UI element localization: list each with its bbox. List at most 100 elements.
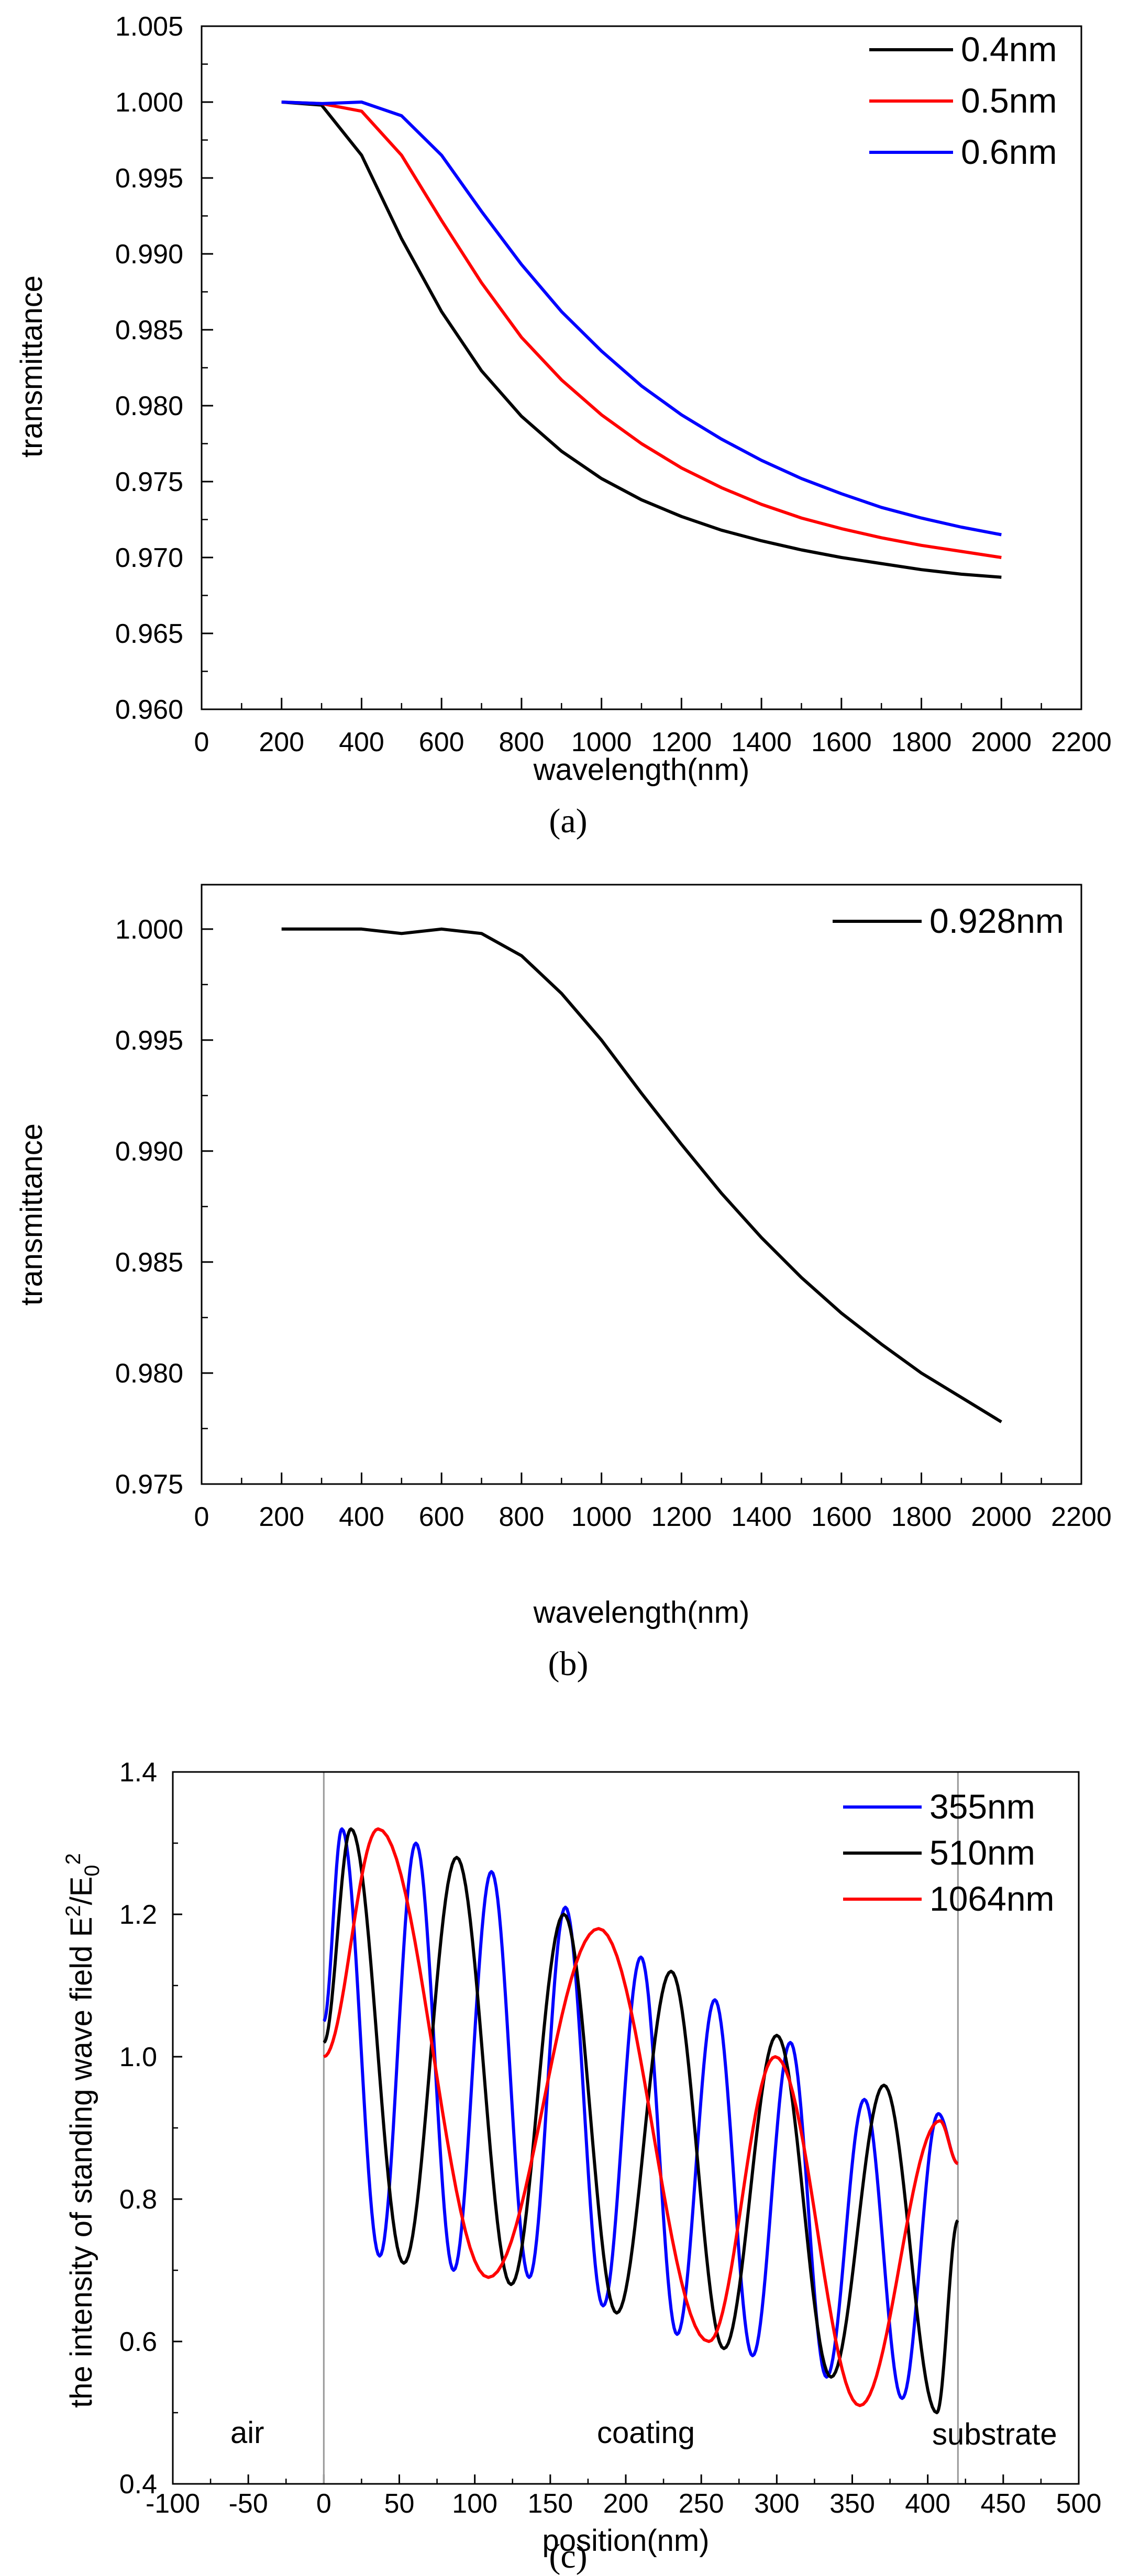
series-line-510nm <box>323 1827 959 2414</box>
x-axis-label-c: position(nm) <box>542 2524 709 2558</box>
x-tick-label: 400 <box>339 1502 384 1532</box>
annotation-coating: coating <box>597 2416 695 2450</box>
series-lines-c <box>323 1827 959 2414</box>
tick-labels-b: 0 200 400 600 800 1000 1200 1400 1600 1800 2000 220… <box>115 915 1112 1532</box>
plot-frame-c <box>172 1771 1080 2485</box>
x-tick-label: 600 <box>419 1502 464 1532</box>
y-axis-label-b: transmittance <box>15 1123 49 1306</box>
x-tick-label: 1000 <box>571 727 632 757</box>
x-tick-label: 1400 <box>731 727 792 757</box>
y-tick-label: 1.000 <box>115 87 183 118</box>
x-tick-label: 2200 <box>1051 1502 1112 1532</box>
y-tick-label: 1.4 <box>119 1757 157 1788</box>
y-tick-label: 0.8 <box>119 2184 157 2215</box>
x-tick-label: 100 <box>452 2489 497 2519</box>
boundary-lines-c <box>323 1772 959 2484</box>
legend-a: 0.4nm 0.5nm 0.6nm <box>869 30 1057 171</box>
series-line-0.4nm <box>281 101 1002 579</box>
x-tick-label: 1800 <box>891 1502 952 1532</box>
legend-label: 0.5nm <box>961 81 1057 120</box>
x-tick-label: 350 <box>829 2489 875 2519</box>
y-axis-label-a: transmittance <box>15 275 49 458</box>
x-tick-label: 200 <box>603 2489 649 2519</box>
x-tick-label: 2000 <box>971 727 1032 757</box>
axis-ticks-b <box>201 928 1082 1485</box>
chart-panel-c: -100 -50 0 50 100 150 200 250 300 350 400 450 500 0.4… <box>0 1696 1140 2576</box>
y-tick-label: 0.990 <box>115 1136 183 1167</box>
x-tick-label: 800 <box>499 1502 545 1532</box>
y-tick-label: 0.970 <box>115 543 183 573</box>
chart-panel-b: 0 200 400 600 800 1000 1200 1400 1600 1800 2000 220… <box>0 848 1140 1696</box>
plot-frame-b <box>201 884 1082 1485</box>
x-tick-label: 0 <box>316 2489 331 2519</box>
axis-ticks-c <box>172 1771 1080 2485</box>
tick-labels-a: 0 200 400 600 800 1000 1200 1400 1600 1800 2000 220… <box>115 12 1112 757</box>
y-tick-label: 0.985 <box>115 1247 183 1278</box>
y-tick-label: 0.980 <box>115 1358 183 1389</box>
x-tick-label: 400 <box>339 727 384 757</box>
x-tick-label: -50 <box>229 2489 268 2519</box>
x-tick-label: 0 <box>194 727 209 757</box>
x-tick-label: 1600 <box>811 727 872 757</box>
x-tick-label: 1200 <box>651 1502 712 1532</box>
x-tick-label: 1200 <box>651 727 712 757</box>
x-tick-label: 1800 <box>891 727 952 757</box>
legend-label: 510nm <box>929 1833 1035 1872</box>
x-tick-label: 450 <box>980 2489 1026 2519</box>
y-tick-label: 1.2 <box>119 1900 157 1930</box>
y-tick-label: 1.005 <box>115 12 183 42</box>
x-tick-label: 50 <box>384 2489 415 2519</box>
x-tick-label: 600 <box>419 727 464 757</box>
x-tick-label: 0 <box>194 1502 209 1532</box>
x-tick-label: 200 <box>259 1502 304 1532</box>
x-tick-label: 1400 <box>731 1502 792 1532</box>
y-tick-label: 0.965 <box>115 619 183 649</box>
annotation-air: air <box>230 2416 264 2450</box>
x-tick-label: 250 <box>679 2489 724 2519</box>
x-tick-label: 500 <box>1056 2489 1102 2519</box>
y-tick-label: 1.000 <box>115 915 183 945</box>
x-tick-label: 400 <box>905 2489 950 2519</box>
x-tick-label: 1600 <box>811 1502 872 1532</box>
x-axis-label-a: wavelength(nm) <box>533 753 750 787</box>
series-line-355nm <box>323 1827 959 2400</box>
y-tick-label: 0.990 <box>115 239 183 270</box>
y-tick-label: 0.995 <box>115 163 183 194</box>
series-line-0.6nm <box>281 101 1002 537</box>
chart-b: 0 200 400 600 800 1000 1200 1400 1600 1800 2000 220… <box>15 884 1112 1683</box>
y-tick-label: 0.980 <box>115 391 183 421</box>
legend-label: 1064nm <box>929 1879 1055 1918</box>
x-tick-label: -100 <box>146 2489 200 2519</box>
x-tick-label: 150 <box>527 2489 573 2519</box>
legend-label: 0.4nm <box>961 30 1057 69</box>
x-tick-label: 800 <box>499 727 545 757</box>
y-tick-label: 0.995 <box>115 1025 183 1056</box>
caption-b: (b) <box>548 1645 589 1683</box>
axis-ticks-a <box>201 25 1082 710</box>
legend-c: 355nm 510nm 1064nm <box>843 1787 1055 1918</box>
legend-label: 0.928nm <box>929 901 1064 940</box>
caption-a: (a) <box>549 802 587 840</box>
x-tick-label: 2000 <box>971 1502 1032 1532</box>
series-line-0.5nm <box>281 101 1002 559</box>
x-tick-label: 200 <box>259 727 304 757</box>
y-tick-label: 0.960 <box>115 695 183 725</box>
y-tick-label: 0.975 <box>115 467 183 497</box>
chart-c: -100 -50 0 50 100 150 200 250 300 350 400 450 500 0.4… <box>62 1757 1102 2575</box>
legend-label: 355nm <box>929 1787 1035 1826</box>
chart-a: 0 200 400 600 800 1000 1200 1400 1600 1800 2000 220… <box>15 12 1112 840</box>
series-line-0.928nm <box>281 927 1002 1423</box>
y-tick-label: 1.0 <box>119 2042 157 2072</box>
x-tick-label: 300 <box>754 2489 800 2519</box>
x-tick-label: 1000 <box>571 1502 632 1532</box>
series-lines-b <box>281 927 1002 1423</box>
x-tick-label: 2200 <box>1051 727 1112 757</box>
annotation-substrate: substrate <box>932 2417 1057 2451</box>
legend-b: 0.928nm <box>833 901 1064 940</box>
chart-panel-a: 0 200 400 600 800 1000 1200 1400 1600 1800 2000 220… <box>0 0 1140 848</box>
tick-labels-c: -100 -50 0 50 100 150 200 250 300 350 400 450 500 0.4… <box>119 1757 1102 2519</box>
y-tick-label: 0.4 <box>119 2469 157 2500</box>
y-tick-label: 0.985 <box>115 315 183 345</box>
plot-frame-a <box>201 25 1082 710</box>
series-lines-a <box>281 101 1002 579</box>
